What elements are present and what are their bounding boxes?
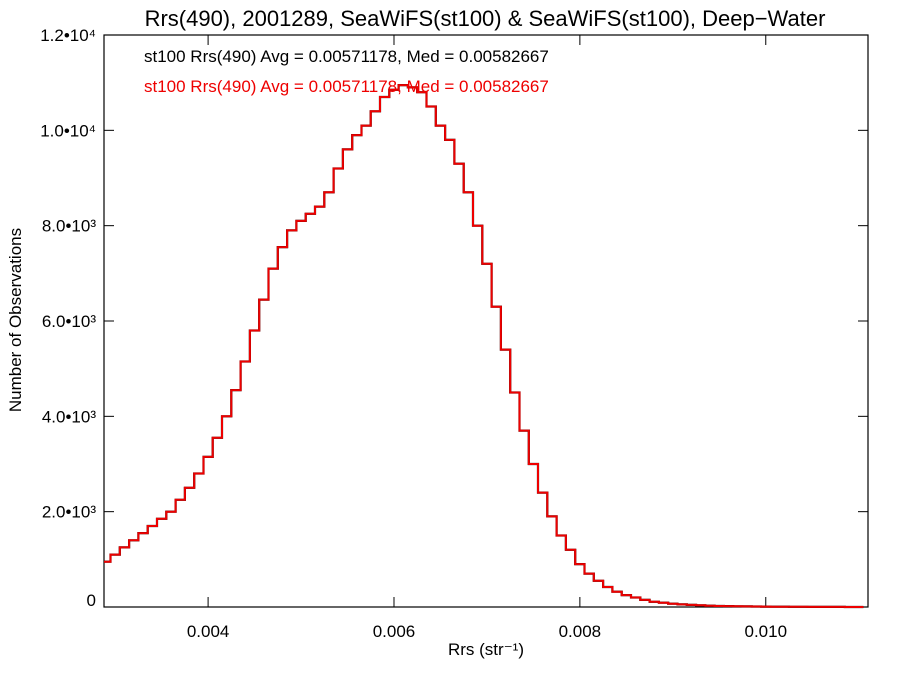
x-tick-label: 0.006 <box>373 622 416 641</box>
x-axis-label: Rrs (str⁻¹) <box>448 640 524 659</box>
x-tick-label: 0.010 <box>744 622 787 641</box>
y-tick-label: 2.0•10³ <box>42 503 96 522</box>
y-tick-label: 4.0•10³ <box>42 407 96 426</box>
x-tick-label: 0.004 <box>187 622 230 641</box>
y-tick-label: 1.0•10⁴ <box>40 121 96 140</box>
x-axis-ticks: 0.004 0.006 0.008 0.010 <box>187 35 787 641</box>
chart-title: Rrs(490), 2001289, SeaWiFS(st100) & SeaW… <box>145 6 826 31</box>
y-axis-ticks: 0 2.0•10³ 4.0•10³ 6.0•10³ 8.0•10³ 1.0•10⁴ 1.2•… <box>40 26 868 610</box>
y-axis-label: Number of Observations <box>6 228 25 412</box>
histogram-series <box>104 84 864 608</box>
y-tick-label: 0 <box>87 591 96 610</box>
y-tick-label: 6.0•10³ <box>42 312 96 331</box>
y-tick-label: 8.0•10³ <box>42 217 96 236</box>
y-tick-label: 1.2•10⁴ <box>40 26 96 45</box>
stats-annotation-black: st100 Rrs(490) Avg = 0.00571178, Med = 0… <box>144 47 549 66</box>
stats-annotation-red: st100 Rrs(490) Avg = 0.00571178, Med = 0… <box>144 77 549 96</box>
x-tick-label: 0.008 <box>559 622 602 641</box>
